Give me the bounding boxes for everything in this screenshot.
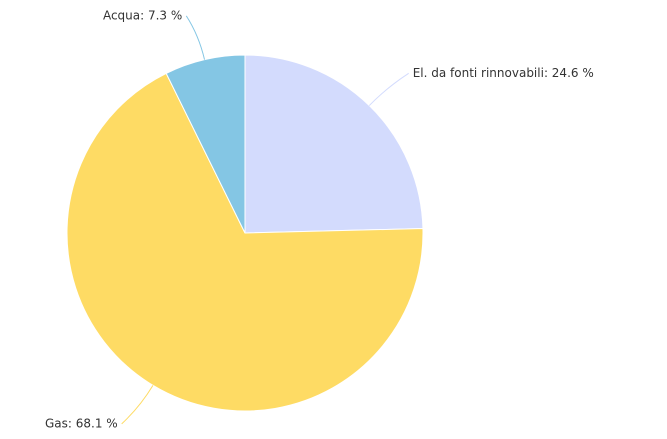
- data-label: Gas: 68.1 %: [45, 416, 118, 430]
- leader-line: [185, 15, 206, 60]
- data-label: Acqua: 7.3 %: [103, 8, 182, 22]
- pie-slice: [244, 54, 424, 234]
- pie-slice: [66, 72, 424, 412]
- data-label: El. da fonti rinnovabili: 24.6 %: [413, 66, 594, 80]
- leader-line: [368, 72, 409, 106]
- leader-line: [121, 385, 154, 425]
